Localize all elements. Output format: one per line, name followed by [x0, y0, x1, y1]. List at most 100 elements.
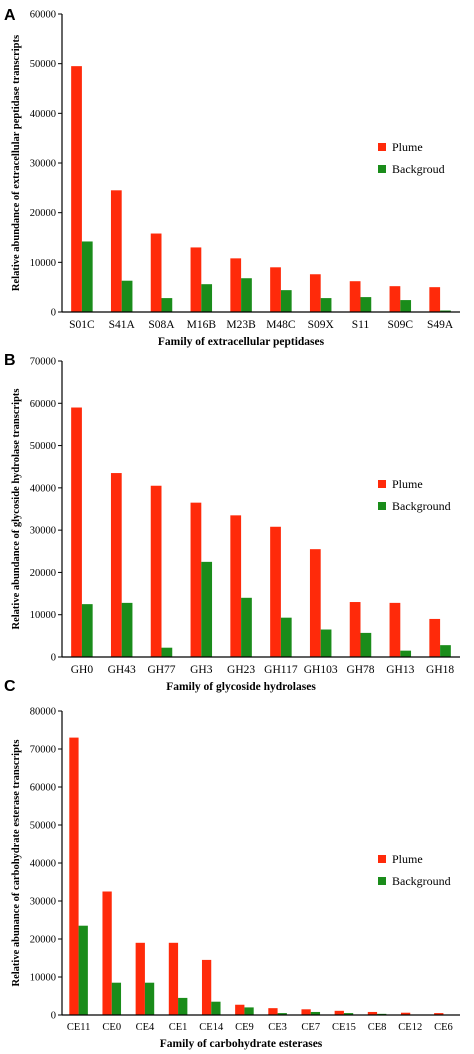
bar-plume-ce9 [235, 1004, 245, 1015]
bar-background-m48c [280, 290, 292, 312]
legend: Plume Background [378, 477, 451, 513]
legend-label: Plume [392, 852, 423, 866]
x-axis-title: Family of extracellular peptidases [158, 336, 325, 348]
legend-swatch [378, 877, 386, 885]
y-tick-label: 50000 [30, 441, 56, 452]
legend-swatch [378, 143, 386, 151]
y-tick-label: 10000 [30, 973, 56, 984]
y-tick-label: 50000 [30, 59, 56, 70]
bar-background-s11 [360, 297, 372, 312]
legend-swatch [378, 502, 386, 510]
bar-background-gh117 [280, 617, 292, 657]
legend-swatch [378, 480, 386, 488]
x-tick-label: S09X [308, 319, 335, 331]
bar-plume-ce15 [334, 1010, 344, 1015]
y-tick-label: 60000 [30, 10, 56, 21]
bar-background-gh103 [320, 629, 332, 657]
y-tick-label: 60000 [30, 399, 56, 410]
x-tick-label: M48C [266, 319, 296, 331]
y-axis-title: Relative abunance of carbohydrate estera… [11, 740, 22, 987]
x-tick-label: GH78 [346, 664, 374, 676]
bar-plume-gh117 [270, 526, 281, 657]
legend-swatch [378, 165, 386, 173]
bar-plume-s09c [389, 286, 401, 312]
bar-plume-ce0 [102, 891, 112, 1015]
x-tick-label: CE8 [368, 1022, 387, 1033]
x-axis-title: Family of glycoside hydrolases [166, 681, 316, 693]
bar-background-gh77 [161, 647, 173, 657]
y-tick-label: 20000 [30, 568, 56, 579]
x-tick-label: GH103 [304, 664, 338, 676]
legend-swatch [378, 855, 386, 863]
x-axis-title: Family of carbohydrate esterases [160, 1038, 323, 1050]
panel-label: B [4, 352, 16, 369]
x-tick-label: CE3 [268, 1022, 287, 1033]
x-tick-label: M23B [226, 319, 256, 331]
x-tick-label: CE9 [235, 1022, 254, 1033]
bar-background-s01c [81, 241, 93, 312]
bar-plume-m48c [270, 267, 281, 312]
bar-plume-ce8 [367, 1011, 378, 1015]
bar-background-s49a [440, 310, 451, 312]
x-tick-label: S01C [69, 319, 95, 331]
bar-plume-gh43 [110, 473, 122, 657]
y-tick-label: 60000 [30, 783, 56, 794]
x-tick-label: CE0 [102, 1022, 121, 1033]
bar-plume-s11 [349, 281, 361, 312]
bar-background-gh3 [201, 561, 213, 657]
bar-background-s09c [400, 300, 412, 312]
y-tick-label: 40000 [30, 109, 56, 120]
bar-plume-m16b [190, 247, 202, 312]
bar-background-s08a [161, 298, 173, 312]
chart-panel-B: B 0 10000 20000 30000 40000 50000 60000 70000 GH0… [4, 352, 460, 693]
x-tick-label: CE4 [136, 1022, 155, 1033]
bar-plume-ce7 [301, 1009, 311, 1015]
panel-label: C [4, 678, 16, 695]
x-tick-label: GH77 [147, 664, 175, 676]
x-tick-label: CE7 [301, 1022, 320, 1033]
bar-background-gh23 [241, 597, 252, 657]
bar-background-s41a [121, 280, 133, 312]
x-tick-label: S11 [352, 319, 370, 331]
bar-plume-gh78 [349, 602, 361, 657]
bar-background-ce9 [244, 1007, 254, 1015]
bar-background-ce11 [78, 925, 88, 1015]
x-tick-label: CE6 [434, 1022, 453, 1033]
y-axis-title: Relative abundance of extracellular pept… [11, 35, 22, 291]
legend-label: Plume [392, 140, 423, 154]
y-tick-label: 30000 [30, 897, 56, 908]
bar-background-gh78 [360, 632, 372, 657]
y-tick-label: 0 [51, 308, 56, 319]
bar-plume-ce1 [168, 942, 179, 1015]
bar-plume-s49a [429, 287, 441, 312]
bar-background-ce14 [211, 1001, 221, 1015]
y-tick-label: 50000 [30, 821, 56, 832]
x-tick-label: S08A [148, 319, 175, 331]
bar-background-s09x [320, 298, 332, 312]
legend-label: Background [392, 874, 451, 888]
bar-background-ce0 [111, 982, 122, 1015]
x-tick-label: CE12 [398, 1022, 422, 1033]
bar-plume-s01c [71, 66, 82, 313]
y-tick-label: 70000 [30, 745, 56, 756]
bar-plume-ce4 [135, 942, 145, 1015]
y-tick-label: 10000 [30, 258, 56, 269]
bar-plume-gh18 [429, 618, 441, 657]
legend-label: Plume [392, 477, 423, 491]
bar-plume-ce11 [69, 737, 79, 1015]
bar-background-m16b [201, 284, 213, 312]
legend: Plume Background [378, 852, 451, 888]
bar-plume-ce14 [201, 959, 212, 1015]
bar-background-gh18 [440, 645, 451, 657]
legend-label: Backgroud [392, 162, 445, 176]
bar-plume-gh103 [309, 549, 321, 657]
bar-background-ce4 [144, 982, 155, 1015]
y-tick-label: 40000 [30, 859, 56, 870]
y-tick-label: 20000 [30, 935, 56, 946]
bar-background-m23b [241, 278, 252, 312]
y-tick-label: 20000 [30, 208, 56, 219]
bar-background-ce3 [277, 1013, 287, 1015]
x-tick-label: S41A [109, 319, 136, 331]
x-tick-label: S49A [427, 319, 454, 331]
bar-plume-s08a [150, 233, 162, 312]
